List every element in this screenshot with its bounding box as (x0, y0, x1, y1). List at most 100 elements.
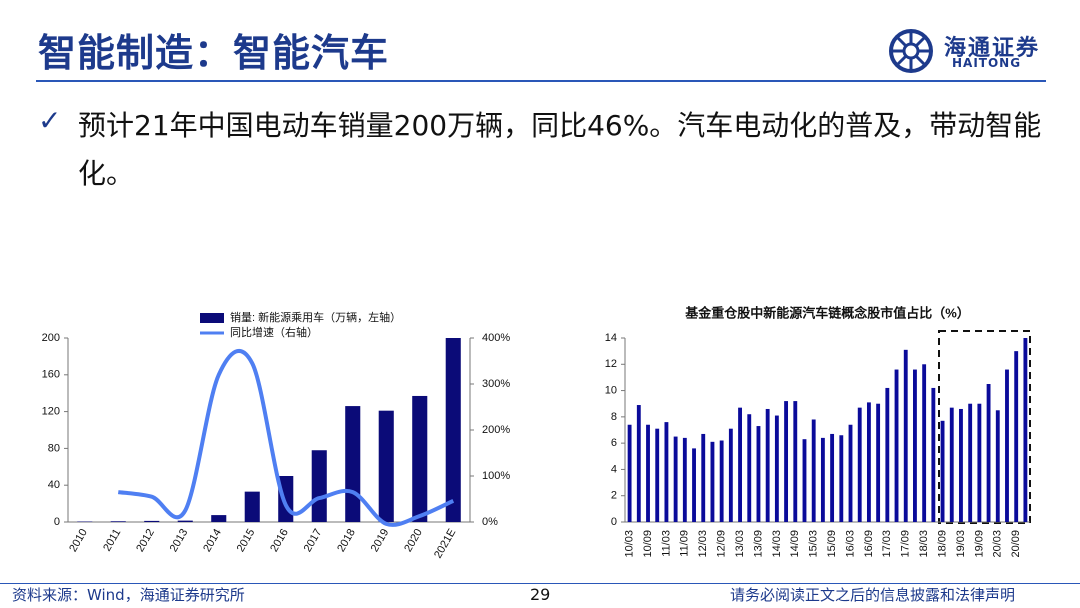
x-tick-label: 2021E (432, 527, 458, 561)
bar (1023, 338, 1028, 522)
y-tick-label: 0 (611, 516, 617, 528)
bar (903, 349, 908, 522)
bar (378, 410, 394, 522)
bar (931, 387, 936, 522)
x-tick-label: 12/09 (716, 530, 728, 558)
line (117, 349, 455, 527)
bar (747, 414, 752, 522)
x-tick-label: 20/03 (992, 530, 1004, 558)
bar (968, 403, 973, 522)
x-tick-label: 14/03 (771, 530, 783, 558)
chart: 0 2 4 6 8 10 12 14 10/03 10/09 11/03 11/09 12/03 12/0… (605, 305, 1031, 558)
x-tick-label: 2013 (168, 527, 191, 554)
x-tick-label: 10/09 (642, 530, 654, 558)
x-tick-label: 2010 (67, 527, 90, 554)
bar (756, 426, 761, 522)
bar (885, 387, 890, 522)
legend-swatch (200, 313, 224, 323)
logo-en: HAITONG (952, 56, 1022, 70)
y2-tick-label: 100% (482, 470, 510, 482)
page-number: 29 (530, 585, 551, 604)
bar (894, 369, 899, 522)
y-tick-label: 4 (611, 463, 617, 475)
logo-icon (889, 29, 933, 73)
x-tick-label: 2016 (268, 527, 291, 554)
bullet-text: 预计21年中国电动车销量200万辆，同比46%。汽车电动化的普及，带动智能化。 (78, 109, 1042, 190)
bar (1005, 369, 1009, 522)
x-tick-label: 10/03 (624, 530, 636, 558)
x-tick-label: 11/09 (679, 530, 691, 557)
y-tick-label: 160 (42, 369, 60, 381)
x-tick-label: 2017 (302, 527, 325, 554)
slide-title: 智能制造：智能汽车 (38, 31, 390, 75)
bar (627, 424, 632, 522)
bar (820, 437, 825, 522)
bar (802, 439, 807, 522)
x-tick-label: 13/09 (752, 530, 764, 558)
x-tick-label: 2012 (134, 527, 157, 554)
bar (977, 403, 982, 522)
y-tick-label: 40 (48, 479, 60, 491)
x-tick-label: 15/03 (808, 530, 820, 558)
x-tick-label: 17/03 (881, 530, 893, 558)
y2-tick-label: 0% (482, 516, 498, 528)
bar (682, 437, 687, 522)
y-tick-label: 0 (54, 516, 60, 528)
y2-tick-label: 200% (482, 424, 510, 436)
x-tick-label: 12/03 (697, 530, 709, 558)
bar (995, 410, 1000, 522)
bar (857, 407, 862, 522)
y-tick-label: 6 (611, 437, 617, 449)
bar (830, 433, 835, 522)
y-tick-label: 80 (48, 442, 60, 454)
legend-label: 同比增速（右轴） (230, 325, 318, 339)
x-tick-label: 2020 (402, 527, 425, 554)
y-tick-label: 200 (42, 332, 60, 344)
bar (793, 401, 798, 522)
y-tick-label: 10 (605, 384, 617, 396)
bar (211, 515, 227, 522)
x-tick-label: 2011 (101, 527, 123, 553)
x-tick-label: 19/03 (955, 530, 967, 558)
x-tick-label: 13/03 (734, 530, 746, 558)
y-tick-label: 120 (42, 406, 60, 418)
x-tick-label: 11/03 (660, 530, 672, 557)
x-tick-label: 14/09 (789, 530, 801, 558)
bar (922, 364, 927, 522)
x-tick-label: 2015 (235, 527, 258, 554)
bar (728, 428, 733, 522)
bar (774, 415, 779, 522)
x-tick-label: 19/09 (973, 530, 985, 558)
x-tick-label: 16/09 (863, 530, 875, 558)
bar (655, 428, 660, 522)
bar (959, 408, 963, 522)
bar (636, 405, 641, 522)
x-tick-label: 20/09 (1010, 530, 1022, 558)
bar (719, 440, 724, 522)
logo-cn: 海通证券 (944, 36, 1041, 61)
bar (949, 407, 954, 522)
x-tick-label: 2014 (201, 527, 224, 554)
chart: 0 40 80 120 160 200 0% 100% 200% 300% 400% 2010 2011… (42, 310, 511, 561)
chart-title: 基金重仓股中新能源汽车链概念股市值占比（%） (684, 305, 970, 320)
bar (1014, 351, 1019, 522)
x-tick-label: 15/09 (826, 530, 838, 558)
bar (986, 384, 991, 522)
bar (144, 520, 160, 522)
bar (940, 420, 945, 522)
bar (701, 433, 706, 522)
x-tick-label: 18/03 (918, 530, 930, 558)
bar (710, 441, 715, 522)
bar (345, 406, 361, 522)
x-tick-label: 18/09 (936, 530, 948, 558)
footer-source: 资料来源：Wind，海通证券研究所 (12, 586, 245, 604)
highlight-box (938, 330, 1031, 524)
bar (913, 369, 917, 522)
bar (244, 491, 260, 522)
bar (848, 424, 853, 522)
y-tick-label: 12 (605, 358, 617, 370)
bar (784, 401, 789, 522)
y-tick-label: 14 (605, 332, 617, 344)
x-tick-label: 2019 (369, 527, 392, 554)
